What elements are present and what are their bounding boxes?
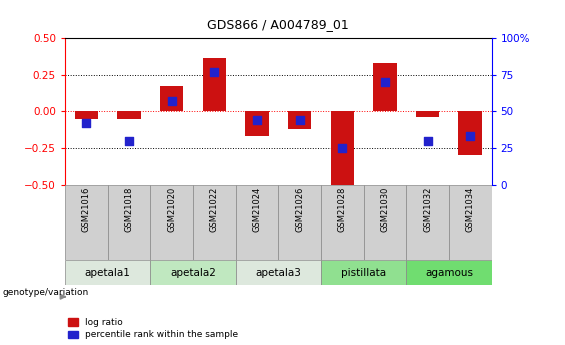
Bar bbox=[150, 185, 193, 260]
Bar bbox=[331, 111, 354, 188]
Bar bbox=[416, 111, 440, 117]
Bar bbox=[236, 185, 278, 260]
Text: GSM21032: GSM21032 bbox=[423, 187, 432, 232]
Bar bbox=[117, 111, 141, 119]
Text: agamous: agamous bbox=[425, 268, 473, 277]
Text: log ratio: log ratio bbox=[85, 318, 123, 327]
Bar bbox=[107, 185, 150, 260]
Text: apetala2: apetala2 bbox=[170, 268, 216, 277]
Text: GSM21020: GSM21020 bbox=[167, 187, 176, 232]
Text: GSM21024: GSM21024 bbox=[253, 187, 262, 232]
Bar bbox=[150, 260, 236, 285]
Bar bbox=[236, 260, 321, 285]
Text: GSM21022: GSM21022 bbox=[210, 187, 219, 232]
Text: apetala3: apetala3 bbox=[255, 268, 301, 277]
Text: pistillata: pistillata bbox=[341, 268, 386, 277]
Text: GSM21026: GSM21026 bbox=[295, 187, 304, 232]
Point bbox=[423, 138, 432, 144]
Point bbox=[466, 134, 475, 139]
Point bbox=[253, 117, 262, 123]
Bar bbox=[364, 185, 406, 260]
Bar bbox=[373, 63, 397, 111]
Point bbox=[380, 79, 389, 85]
Bar bbox=[65, 260, 150, 285]
Bar bbox=[202, 58, 226, 111]
Text: GSM21016: GSM21016 bbox=[82, 187, 91, 232]
Bar bbox=[458, 111, 482, 155]
Bar bbox=[406, 185, 449, 260]
Bar bbox=[68, 331, 78, 338]
Text: GSM21028: GSM21028 bbox=[338, 187, 347, 232]
Text: GSM21018: GSM21018 bbox=[124, 187, 133, 232]
Bar bbox=[68, 318, 78, 326]
Point bbox=[295, 117, 304, 123]
Bar bbox=[160, 86, 184, 111]
Bar bbox=[449, 185, 492, 260]
Bar bbox=[288, 111, 311, 129]
Text: GDS866 / A004789_01: GDS866 / A004789_01 bbox=[207, 18, 349, 31]
Point bbox=[167, 98, 176, 104]
Text: GSM21034: GSM21034 bbox=[466, 187, 475, 232]
Text: apetala1: apetala1 bbox=[85, 268, 131, 277]
Point bbox=[124, 138, 133, 144]
Bar bbox=[321, 260, 406, 285]
Text: genotype/variation: genotype/variation bbox=[3, 288, 89, 297]
Point bbox=[210, 69, 219, 75]
Text: percentile rank within the sample: percentile rank within the sample bbox=[85, 330, 238, 339]
Bar bbox=[193, 185, 236, 260]
Bar bbox=[279, 185, 321, 260]
Text: GSM21030: GSM21030 bbox=[380, 187, 389, 232]
Bar bbox=[65, 185, 107, 260]
Bar bbox=[75, 111, 98, 119]
Bar bbox=[245, 111, 269, 136]
Point bbox=[82, 120, 91, 126]
Bar bbox=[321, 185, 364, 260]
Bar bbox=[406, 260, 492, 285]
Point bbox=[338, 145, 347, 151]
